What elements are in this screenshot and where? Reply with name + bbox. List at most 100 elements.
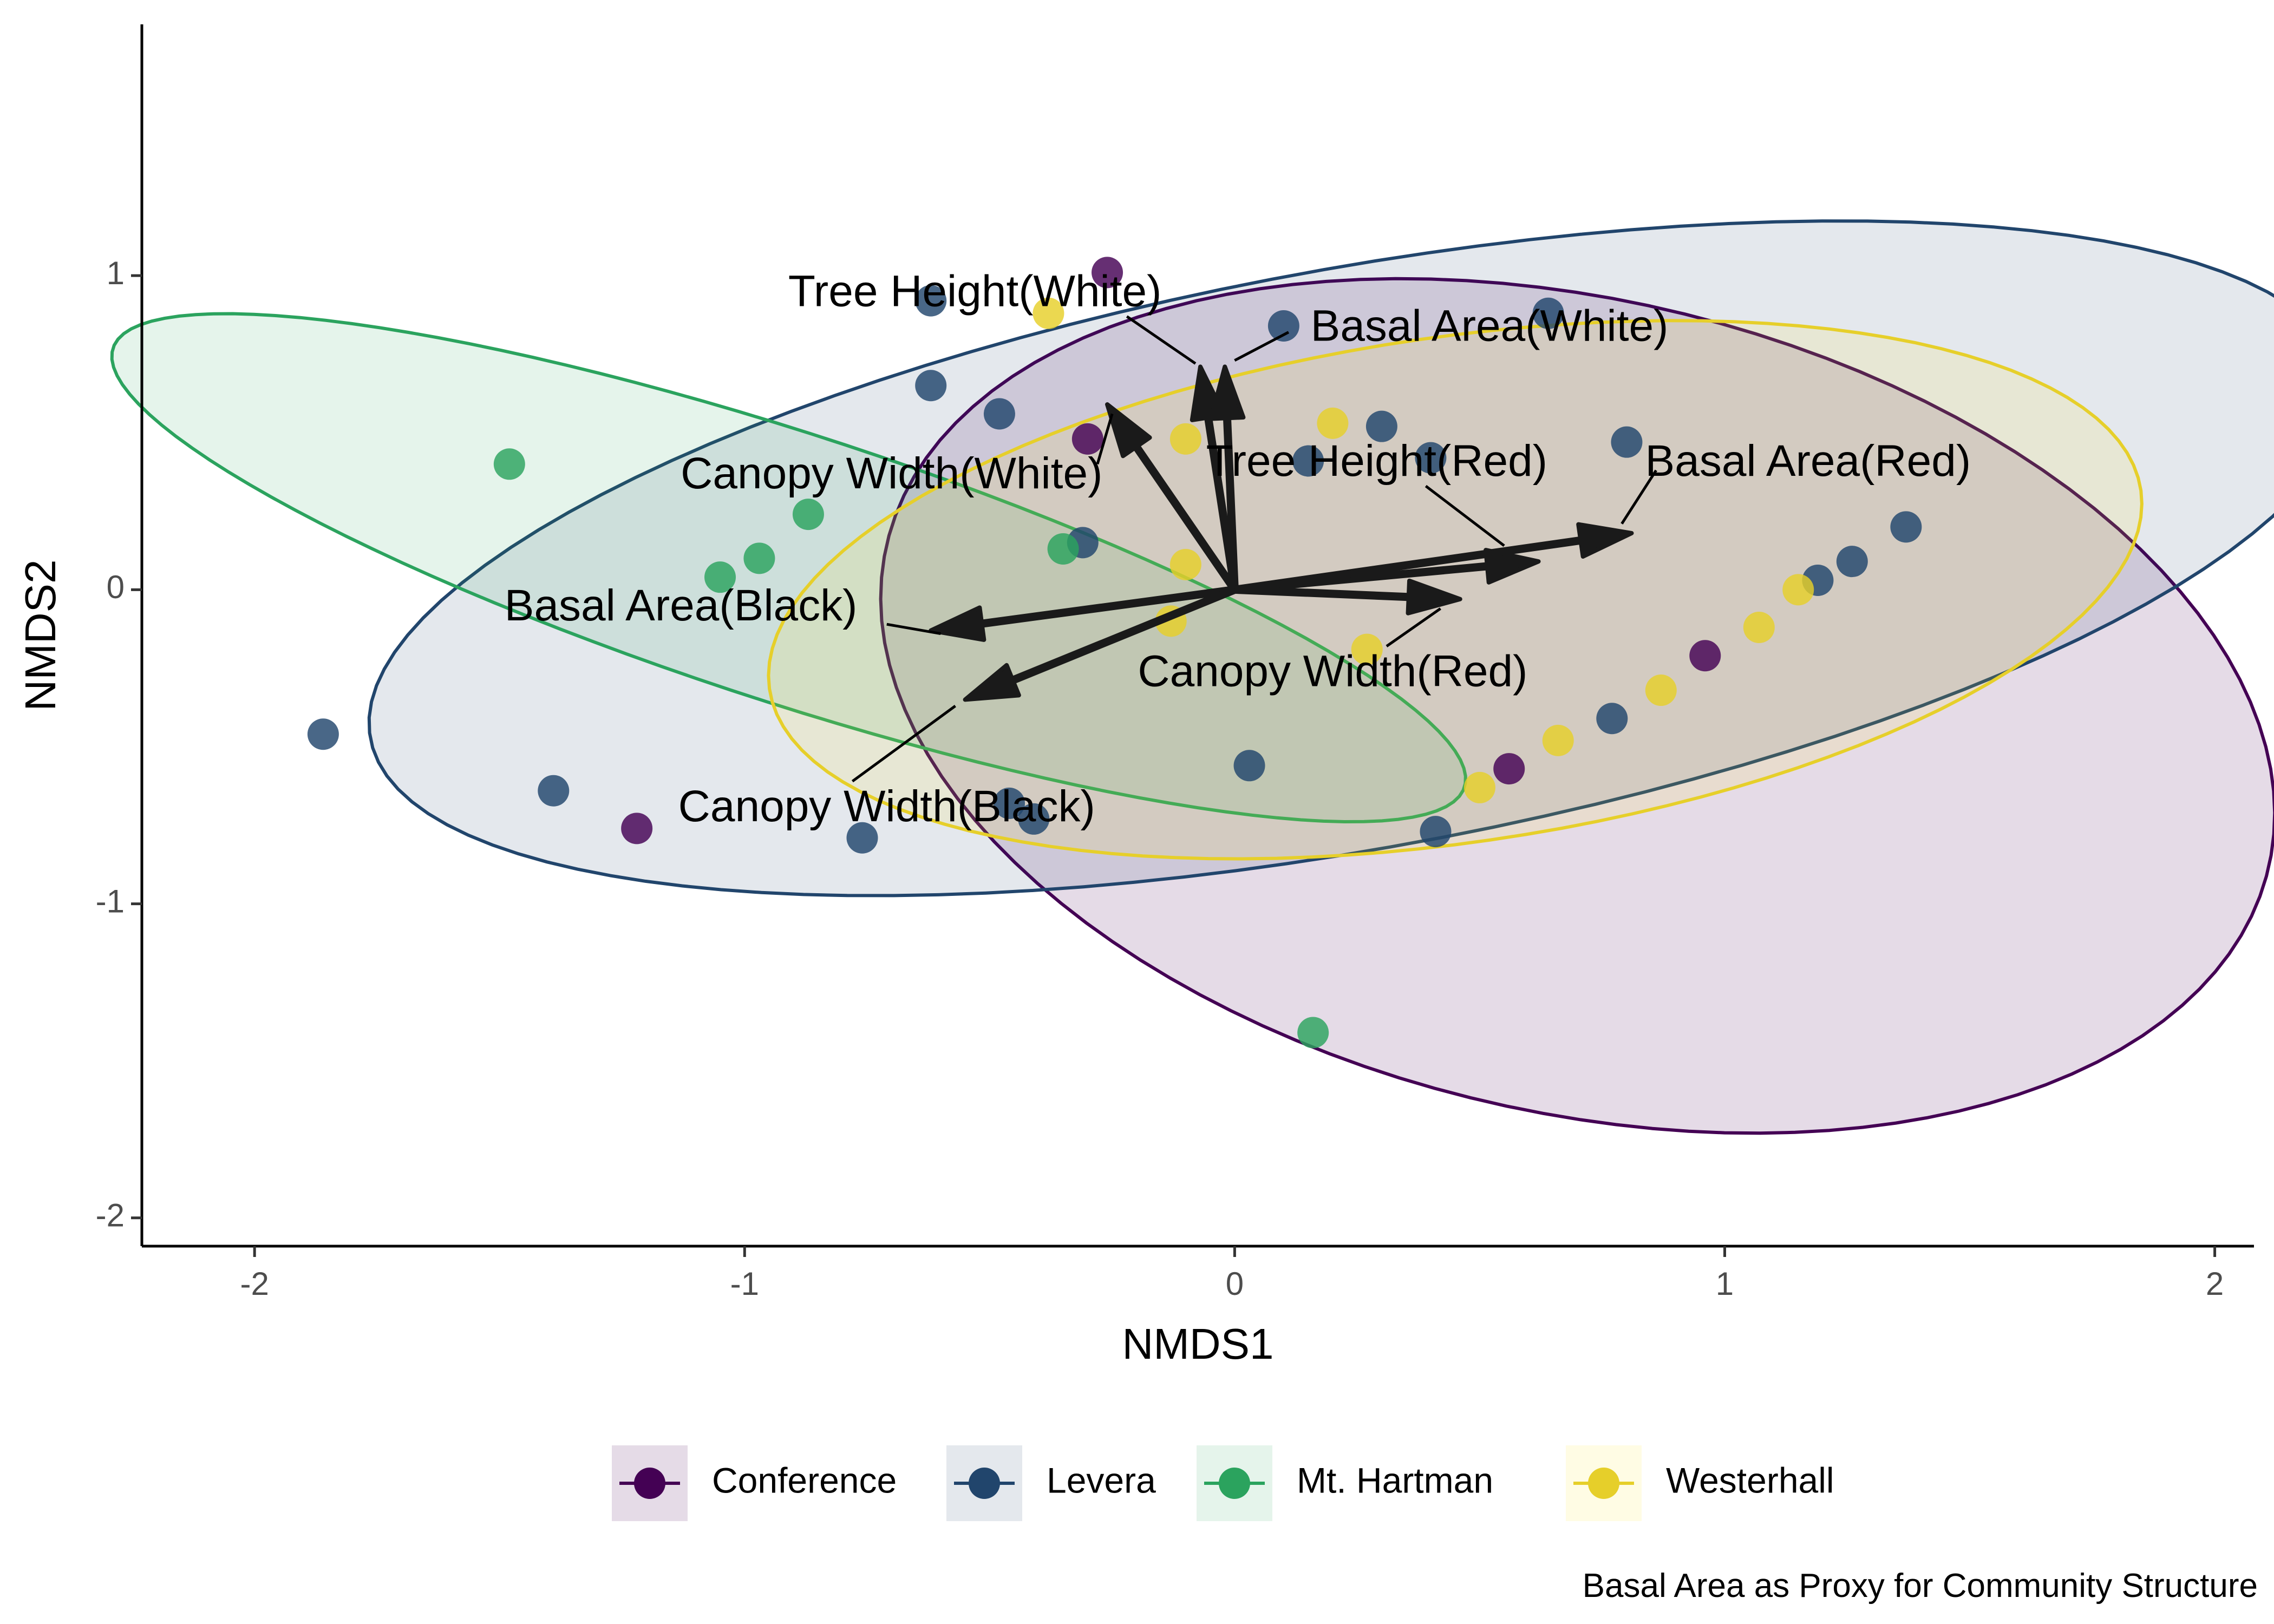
point-layer [307,257,1922,1049]
legend-label-westerhall: Westerhall [1666,1460,1834,1500]
point-westerhall-10 [1782,574,1814,606]
ellipse-mt-hartman [110,312,1467,824]
point-levera-4 [915,285,947,317]
point-levera-13 [1415,442,1447,474]
point-levera-0 [307,718,339,750]
point-westerhall-2 [1169,548,1201,580]
point-levera-15 [1532,297,1564,329]
vector-label-basal-area-red: Basal Area(Red) [1645,436,1971,486]
point-conference-4 [621,813,653,844]
vector-arrowhead-basal-area-red [1576,522,1634,559]
legend-key-point [1588,1468,1619,1499]
point-conference-0 [1092,257,1123,289]
y-tick-label: 1 [107,255,125,291]
legend-item-conference: Conference [612,1445,897,1521]
point-mt-hartman-0 [493,448,525,480]
point-mt-hartman-1 [704,561,736,593]
y-tick-label: -1 [96,883,125,919]
point-levera-2 [915,370,947,402]
point-westerhall-5 [1351,633,1383,665]
point-mt-hartman-4 [1047,533,1079,565]
legend-label-levera: Levera [1047,1460,1156,1500]
legend-label-mt-hartman: Mt. Hartman [1297,1460,1493,1500]
ellipse-westerhall [767,319,2144,861]
point-mt-hartman-5 [1297,1017,1329,1049]
point-mt-hartman-3 [792,499,824,531]
vector-label-canopy-width-red: Canopy Width(Red) [1138,647,1527,696]
x-axis-label: NMDS1 [1122,1320,1273,1368]
vector-canopy-width-black [1001,586,1237,689]
x-tick-label: -2 [240,1266,269,1302]
point-conference-3 [1689,640,1721,672]
point-conference-2 [1493,753,1525,785]
legend-key-point [969,1468,1000,1499]
vector-layer: Tree Height(White) Basal Area(White) Canop… [505,267,1971,831]
point-levera-17 [1611,426,1643,458]
point-levera-20 [1890,511,1922,543]
vector-leader-basal-area-black [886,623,941,636]
vector-label-canopy-width-white: Canopy Width(White) [681,449,1102,498]
x-tick-label: 1 [1716,1266,1734,1302]
legend-item-levera: Levera [946,1445,1156,1521]
point-westerhall-4 [1317,407,1349,439]
x-tick-label: 0 [1226,1266,1244,1302]
point-westerhall-1 [1169,423,1201,455]
x-tick-label: 2 [2206,1266,2224,1302]
chart-caption: Basal Area as Proxy for Community Struct… [1583,1567,2258,1605]
vector-label-basal-area-white: Basal Area(White) [1311,301,1669,350]
point-levera-3 [983,398,1015,430]
legend: Conference Levera Mt. Hartman Westerhall [612,1445,1834,1521]
vector-label-tree-height-red: Tree Height(Red) [1206,436,1547,486]
vector-canopy-width-white [1127,435,1238,592]
vector-label-basal-area-black: Basal Area(Black) [505,581,858,630]
vector-basal-area-red [1234,535,1592,594]
legend-item-westerhall: Westerhall [1566,1445,1834,1521]
point-levera-16 [1596,703,1628,735]
point-levera-19 [1836,546,1868,578]
legend-label-conference: Conference [712,1460,897,1500]
vector-arrowhead-canopy-width-white [1105,402,1152,459]
point-westerhall-7 [1542,724,1574,756]
point-levera-9 [1233,750,1265,782]
point-levera-14 [1420,816,1452,848]
point-levera-12 [1365,410,1397,442]
y-ticks: -2 -1 0 1 [96,255,142,1234]
point-levera-6 [846,822,878,854]
vector-leader-basal-area-white [1234,331,1290,362]
point-westerhall-8 [1645,675,1677,706]
vector-leader-tree-height-white [1126,315,1197,365]
y-tick-label: -2 [96,1197,125,1234]
legend-item-mt-hartman: Mt. Hartman [1197,1445,1493,1521]
vector-leader-basal-area-red [1620,469,1657,525]
vector-arrowhead-canopy-width-black [963,663,1021,702]
vector-label-canopy-width-black: Canopy Width(Black) [678,782,1095,831]
vector-basal-area-white [1223,407,1239,590]
point-westerhall-6 [1463,771,1495,803]
vector-label-tree-height-white: Tree Height(White) [788,267,1162,316]
point-westerhall-9 [1743,611,1775,643]
vector-basal-area-black [970,585,1236,630]
y-axis-label: NMDS2 [16,559,64,711]
vector-leader-tree-height-red [1424,484,1505,547]
vector-arrowhead-canopy-width-red [1406,578,1462,615]
vector-canopy-width-red [1234,585,1420,602]
vector-arrowhead-basal-area-black [929,605,986,642]
point-mt-hartman-2 [743,542,775,574]
vector-arrowhead-basal-area-white [1208,364,1246,421]
point-levera-1 [538,775,570,807]
x-ticks: -2 -1 0 1 2 [240,1246,2224,1302]
point-levera-10 [1267,310,1299,342]
y-tick-label: 0 [107,569,125,605]
point-conference-1 [1071,423,1103,455]
point-levera-11 [1292,445,1324,477]
point-levera-8 [1018,803,1050,835]
legend-key-point [1219,1468,1250,1499]
point-westerhall-0 [1033,297,1064,329]
vector-leader-canopy-width-white [1096,413,1114,464]
vector-leader-canopy-width-red [1386,607,1441,647]
point-levera-7 [994,787,1025,819]
axes: -2 -1 0 1 2 -2 -1 0 1 NMDS1 NMDS2 [16,24,2254,1368]
x-tick-label: -1 [730,1266,759,1302]
legend-key-point [634,1468,665,1499]
